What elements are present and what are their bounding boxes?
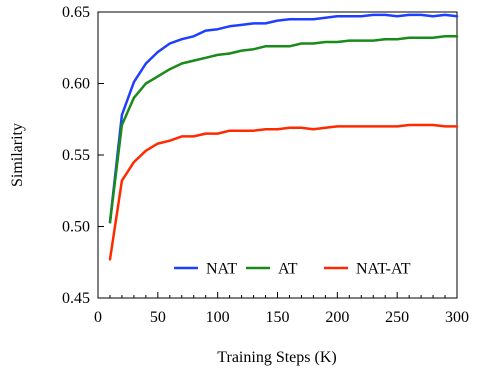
- y-tick-label: 0.65: [62, 4, 90, 21]
- y-axis-ticks: 0.45 0.50 0.55 0.60 0.65: [62, 4, 104, 307]
- legend-label-at: AT: [278, 261, 298, 278]
- y-axis-title: Similarity: [9, 123, 26, 187]
- x-tick-label: 300: [445, 309, 469, 326]
- x-axis-title: Training Steps (K): [217, 349, 336, 366]
- legend-label-nat: NAT: [206, 261, 237, 278]
- series-line-at: [108, 35, 459, 224]
- series-line-nat: [108, 13, 459, 224]
- legend-label-nat-at: NAT-AT: [356, 261, 411, 278]
- y-tick-label: 0.60: [62, 76, 90, 93]
- x-tick-label: 250: [385, 309, 409, 326]
- y-tick-label: 0.55: [62, 147, 90, 164]
- x-tick-label: 200: [325, 309, 349, 326]
- y-tick-label: 0.45: [62, 290, 90, 307]
- x-tick-label: 0: [94, 309, 102, 326]
- plot-frame: [97, 11, 458, 299]
- y-tick-label: 0.50: [62, 219, 90, 236]
- legend: NAT AT NAT-AT: [174, 261, 411, 278]
- series-line-nat-at: [108, 123, 459, 261]
- x-tick-label: 50: [150, 309, 166, 326]
- x-axis-ticks: 0 50 100 150 200 250 300: [94, 292, 469, 326]
- x-tick-label: 150: [266, 309, 290, 326]
- x-tick-label: 100: [206, 309, 230, 326]
- series-lines: [108, 13, 459, 261]
